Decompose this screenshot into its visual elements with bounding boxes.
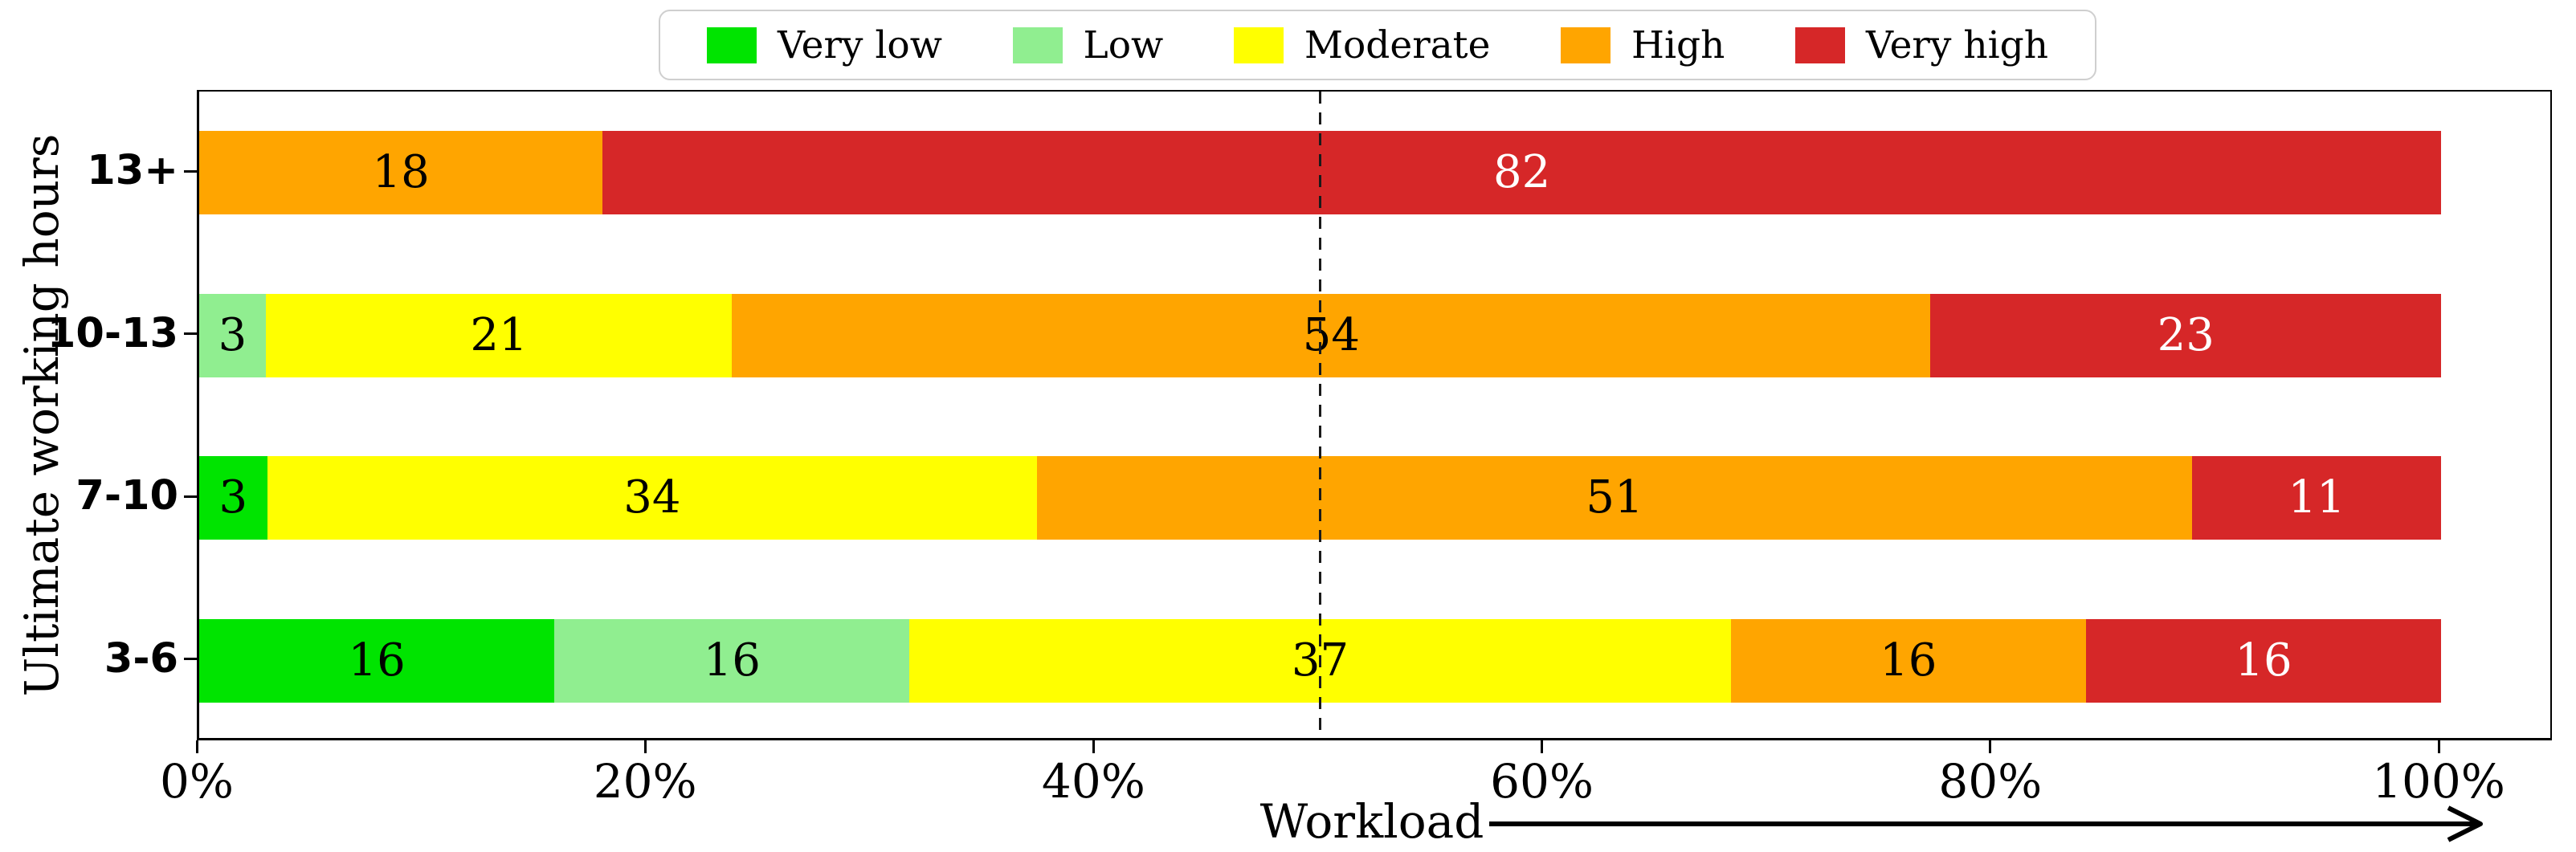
bar-segment-value: 16 <box>348 634 406 687</box>
x-tick-label: 60% <box>1490 754 1594 809</box>
x-tick-label: 20% <box>593 754 697 809</box>
bar-segment: 16 <box>554 618 910 703</box>
y-tick-mark <box>184 495 197 498</box>
legend-label: High <box>1631 22 1725 67</box>
bar-segment-value: 16 <box>703 634 761 687</box>
bar-segment-value: 3 <box>218 308 247 361</box>
bar-segment: 18 <box>199 131 603 215</box>
bar-row-10-13: 3 21 54 23 <box>199 293 2442 377</box>
bar-segment-value: 11 <box>2288 471 2345 524</box>
legend-item: Low <box>1012 22 1164 67</box>
bar-segment-value: 34 <box>623 471 681 524</box>
bar-segment-value: 51 <box>1586 471 1643 524</box>
legend: Very low Low Moderate High Very high <box>659 10 2096 80</box>
x-tick-mark <box>1092 740 1095 753</box>
y-axis-label: Ultimate working hours <box>14 133 69 697</box>
bar-segment: 34 <box>267 456 1038 540</box>
y-tick-mark <box>184 658 197 661</box>
bar-segment-value: 16 <box>2235 634 2292 687</box>
bar-segment: 16 <box>2085 618 2442 703</box>
bar-segment: 54 <box>732 293 1931 377</box>
legend-swatch <box>1794 26 1845 63</box>
x-tick-label: 0% <box>159 754 235 809</box>
bar-segment-value: 18 <box>372 146 430 199</box>
bars-layer: 18 82 3 21 54 23 3 34 51 11 16 16 37 16 16 <box>199 92 2442 738</box>
legend-item: Moderate <box>1233 22 1491 67</box>
gridline-50-percent <box>1319 92 1321 738</box>
y-tick-label: 7-10 <box>76 472 178 520</box>
plot-area: 18 82 3 21 54 23 3 34 51 11 16 16 37 16 16 <box>197 90 2552 740</box>
x-tick-label: 80% <box>1938 754 2043 809</box>
bar-segment: 11 <box>2191 456 2441 540</box>
legend-item: Very low <box>707 26 942 64</box>
legend-swatch <box>707 26 757 63</box>
bar-segment-value: 16 <box>1880 634 1937 687</box>
x-tick-mark <box>2437 740 2440 753</box>
legend-label: Low <box>1083 22 1164 67</box>
x-axis-label: Workload <box>1259 794 1484 849</box>
legend-label: Very high <box>1865 22 2048 67</box>
workload-arrow-icon <box>1489 805 2483 842</box>
y-tick-mark <box>184 332 197 336</box>
bar-segment-value: 21 <box>470 308 528 361</box>
legend-swatch <box>1233 26 1284 63</box>
bar-segment-value: 54 <box>1302 308 1360 361</box>
y-tick-label: 3-6 <box>104 634 178 683</box>
bar-segment: 16 <box>199 618 555 703</box>
legend-swatch <box>1560 26 1611 63</box>
bar-segment: 21 <box>265 293 733 377</box>
y-tick-mark <box>184 169 197 173</box>
legend-item: High <box>1560 22 1725 67</box>
bar-row-7-10: 3 34 51 11 <box>199 456 2441 540</box>
bar-segment: 16 <box>1730 618 2086 703</box>
legend-swatch <box>1012 26 1063 63</box>
bar-segment: 3 <box>199 293 266 377</box>
bar-row-13+: 18 82 <box>199 131 2441 215</box>
legend-label: Very low <box>778 22 942 67</box>
x-tick-label: 100% <box>2372 754 2505 809</box>
x-tick-mark <box>1989 740 1992 753</box>
bar-segment: 51 <box>1037 456 2192 540</box>
bar-segment-value: 82 <box>1493 146 1551 199</box>
x-tick-mark <box>643 740 647 753</box>
x-tick-label: 40% <box>1041 754 1145 809</box>
x-tick-mark <box>195 740 198 753</box>
y-tick-label: 10-13 <box>47 309 178 357</box>
bar-segment-value: 3 <box>218 471 248 524</box>
bar-segment: 3 <box>199 456 267 540</box>
x-tick-mark <box>1541 740 1544 753</box>
bar-segment: 23 <box>1930 293 2442 377</box>
bar-segment-value: 23 <box>2157 308 2215 361</box>
y-tick-label: 13+ <box>87 147 178 195</box>
bar-segment: 82 <box>602 131 2441 215</box>
legend-label: Moderate <box>1304 22 1491 67</box>
legend-item: Very high <box>1794 22 2048 67</box>
